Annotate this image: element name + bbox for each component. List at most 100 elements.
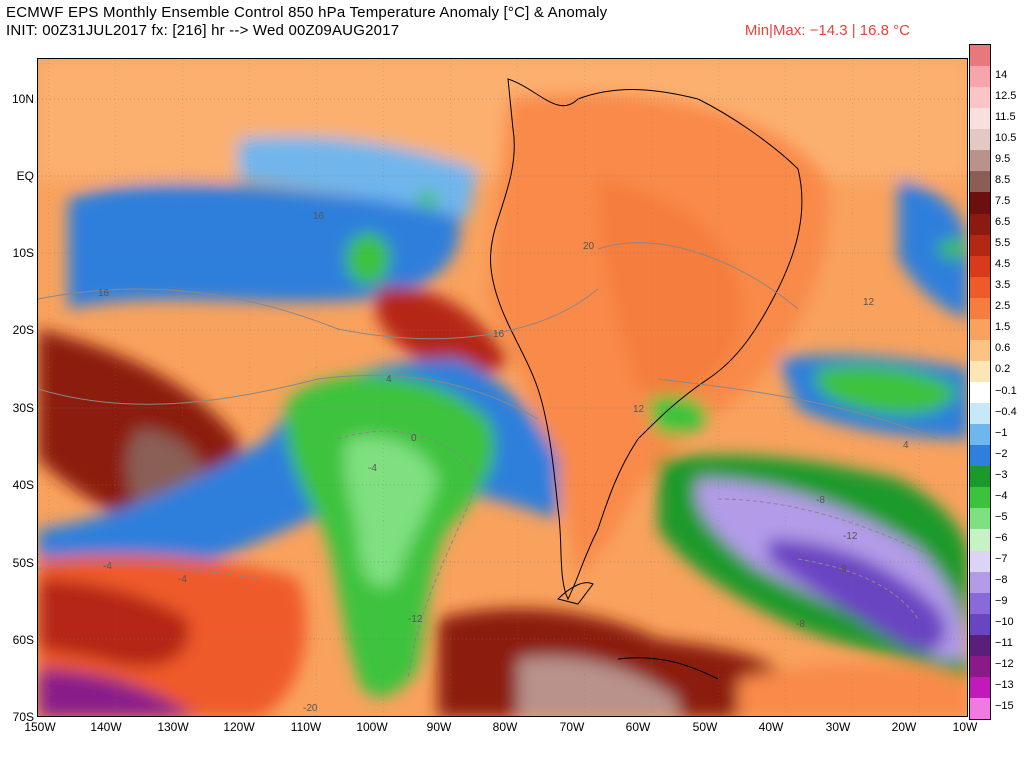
colorbar-swatch: [970, 150, 990, 172]
colorbar-label: −15: [995, 700, 1014, 713]
contour-label: -8: [838, 564, 847, 575]
colorbar-swatch: [970, 213, 990, 235]
contour-label: 12: [863, 297, 875, 308]
colorbar-label: 5.5: [995, 237, 1011, 250]
colorbar-swatch: [970, 697, 990, 719]
colorbar-swatch: [970, 655, 990, 677]
lon-label: 100W: [356, 720, 388, 734]
colorbar-swatch: [970, 403, 990, 425]
colorbar-label: −7: [995, 553, 1008, 566]
colorbar-swatch: [970, 45, 990, 67]
colorbar-label: −8: [995, 574, 1008, 587]
colorbar-swatch: [970, 339, 990, 361]
lon-label: 50W: [692, 720, 718, 734]
lat-label: 20S: [12, 323, 34, 337]
lon-label: 150W: [24, 720, 56, 734]
lat-label: 30S: [12, 401, 34, 415]
lat-label: 70S: [12, 710, 34, 724]
colorbar-swatch: [970, 255, 990, 277]
lon-label: 30W: [825, 720, 851, 734]
colorbar-swatch: [970, 592, 990, 614]
colorbar: [969, 44, 991, 720]
colorbar-label: 0.2: [995, 363, 1011, 376]
contour-label: 0: [411, 433, 417, 444]
colorbar-swatch: [970, 382, 990, 404]
colorbar-label: 1.5: [995, 321, 1011, 334]
colorbar-swatch: [970, 424, 990, 446]
colorbar-label: −6: [995, 531, 1008, 544]
contour-label: 16: [493, 329, 505, 340]
contour-label: 12: [633, 404, 645, 415]
lat-label: 40S: [12, 478, 34, 492]
colorbar-label: −5: [995, 510, 1008, 523]
colorbar-label: 8.5: [995, 173, 1011, 186]
colorbar-label: 4.5: [995, 258, 1011, 271]
contour-lines: [38, 242, 939, 680]
contour-label: 16: [98, 288, 110, 299]
colorbar-label: −13: [995, 679, 1014, 692]
lat-label: EQ: [16, 169, 34, 183]
anomaly-map: 16 16 20 16 12 12 4 0 -4 -4 -4 -8 -8 -12…: [37, 58, 968, 717]
lat-label: 50S: [12, 556, 34, 570]
lon-label: 90W: [426, 720, 452, 734]
colorbar-swatch: [970, 360, 990, 382]
colorbar-label: 0.6: [995, 342, 1011, 355]
colorbar-swatch: [970, 508, 990, 530]
contour-label: -12: [843, 531, 858, 542]
colorbar-swatch: [970, 571, 990, 593]
colorbar-swatch: [970, 550, 990, 572]
colorbar-label: −4: [995, 489, 1008, 502]
lon-label: 60W: [625, 720, 651, 734]
lon-label: 110W: [290, 720, 322, 734]
lat-label: 10S: [12, 246, 34, 260]
lon-label: 40W: [758, 720, 784, 734]
colorbar-swatch: [970, 297, 990, 319]
contour-label: -20: [303, 703, 318, 714]
colorbar-label: 10.5: [995, 131, 1017, 144]
lon-label: 20W: [891, 720, 917, 734]
colorbar-label: 6.5: [995, 216, 1011, 229]
colorbar-swatch: [970, 634, 990, 656]
map-canvas: 16 16 20 16 12 12 4 0 -4 -4 -4 -8 -8 -12…: [38, 59, 967, 716]
colorbar-swatch: [970, 676, 990, 698]
colorbar-swatch: [970, 66, 990, 88]
chart-title: ECMWF EPS Monthly Ensemble Control 850 h…: [6, 4, 608, 21]
contour-label: -4: [178, 574, 187, 585]
colorbar-label: −3: [995, 468, 1008, 481]
colorbar-label: 14: [995, 68, 1008, 81]
contour-label-group: 16 16 20 16 12 12 4 0 -4 -4 -4 -8 -8 -12…: [98, 211, 909, 714]
colorbar-label: −11: [995, 637, 1013, 650]
contour-label: -4: [368, 463, 377, 474]
contour-label: -12: [408, 614, 423, 625]
lon-label: 10W: [952, 720, 978, 734]
colorbar-label: 3.5: [995, 279, 1011, 292]
contour-label: 4: [903, 440, 909, 451]
colorbar-swatch: [970, 276, 990, 298]
colorbar-swatch: [970, 613, 990, 635]
lat-label: 10N: [11, 92, 34, 106]
contour-label: -8: [796, 619, 805, 630]
colorbar-swatch: [970, 529, 990, 551]
contour-label: -4: [103, 561, 112, 572]
contour-label: 4: [386, 374, 392, 385]
contour-label: -8: [816, 495, 825, 506]
colorbar-swatch: [970, 318, 990, 340]
lon-label: 140W: [90, 720, 122, 734]
lon-label: 120W: [223, 720, 255, 734]
lon-label: 130W: [157, 720, 189, 734]
colorbar-swatch: [970, 234, 990, 256]
init-forecast-info: INIT: 00Z31JUL2017 fx: [216] hr --> Wed …: [6, 22, 400, 39]
lon-label: 70W: [559, 720, 585, 734]
colorbar-label: 7.5: [995, 194, 1011, 207]
colorbar-label: 12.5: [995, 89, 1017, 102]
colorbar-swatch: [970, 487, 990, 509]
colorbar-swatch: [970, 87, 990, 109]
colorbar-swatch: [970, 108, 990, 130]
colorbar-label: 2.5: [995, 300, 1011, 313]
colorbar-label: −0.1: [995, 384, 1017, 397]
colorbar-label: −1: [995, 426, 1008, 439]
colorbar-label: 11.5: [995, 110, 1016, 123]
colorbar-label: −0.4: [995, 405, 1017, 418]
colorbar-label: −10: [995, 616, 1014, 629]
colorbar-label: −9: [995, 595, 1008, 608]
